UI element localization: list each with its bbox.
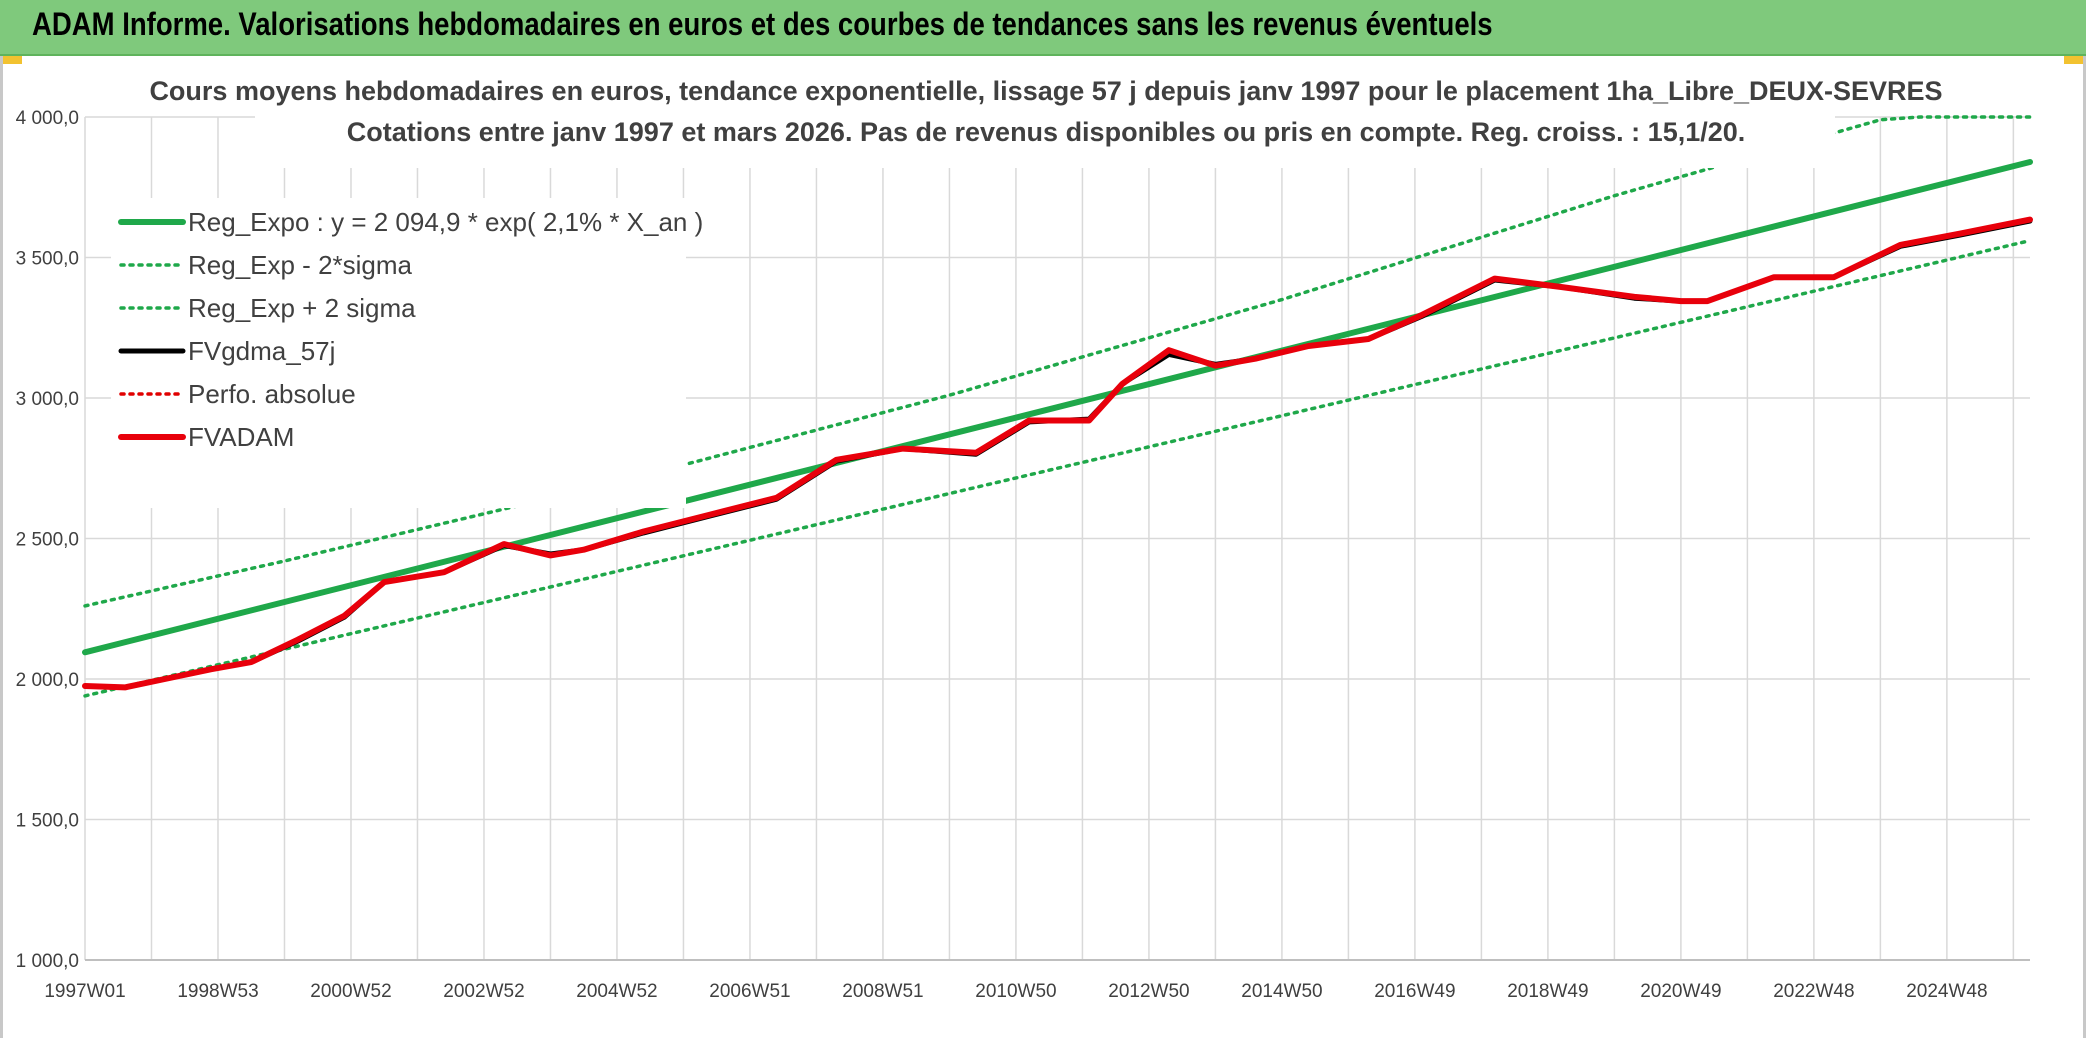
x-tick-label: 2018W49	[1507, 981, 1588, 1002]
x-tick-label: 1997W01	[44, 981, 125, 1002]
series-line-5	[82, 216, 2033, 691]
legend-background	[111, 198, 686, 508]
chart-title-background	[255, 60, 1835, 168]
y-tick-label: 2 000,0	[16, 670, 79, 691]
chart-area: 1 000,0 1 500,0 2 000,0 2 500,0 3 000,0 3 500…	[0, 56, 2086, 1038]
x-tick-label: 2004W52	[576, 981, 657, 1002]
report-banner: ADAM Informe. Valorisations hebdomadaire…	[0, 0, 2086, 56]
x-tick-label: 2008W51	[842, 981, 923, 1002]
x-tick-label: 2006W51	[709, 981, 790, 1002]
x-tick-label: 2000W52	[310, 981, 391, 1002]
chart-title-line: Cotations entre janv 1997 et mars 2026. …	[347, 117, 1746, 147]
y-tick-label: 2 500,0	[16, 530, 79, 551]
line-chart: 1 000,0 1 500,0 2 000,0 2 500,0 3 000,0 3 500…	[16, 60, 2033, 1002]
y-tick-label: 3 500,0	[16, 249, 79, 270]
legend-label: Reg_Exp + 2 sigma	[188, 293, 416, 323]
y-tick-label: 1 500,0	[16, 811, 79, 832]
y-tick-label: 1 000,0	[16, 951, 79, 972]
legend-label: Perfo. absolue	[188, 379, 356, 409]
x-tick-label: 2012W50	[1108, 981, 1189, 1002]
series-line-1	[83, 238, 2032, 698]
x-tick-label: 2002W52	[443, 981, 524, 1002]
corner-accent-right	[2064, 56, 2086, 64]
legend-label: Reg_Expo : y = 2 094,9 * exp( 2,1% * X_a…	[188, 207, 703, 237]
legend-label: FVgdma_57j	[188, 336, 335, 366]
report-title: ADAM Informe. Valorisations hebdomadaire…	[32, 6, 1493, 42]
x-tick-label: 2016W49	[1374, 981, 1455, 1002]
chart-title-line: Cours moyens hebdomadaires en euros, ten…	[149, 76, 1942, 106]
series-line-2	[83, 115, 2032, 608]
x-tick-label: 2014W50	[1241, 981, 1322, 1002]
series-line-0	[82, 159, 2033, 656]
x-tick-label: 2010W50	[975, 981, 1056, 1002]
legend-label: FVADAM	[188, 422, 294, 452]
x-tick-label: 2024W48	[1906, 981, 1987, 1002]
y-tick-label: 4 000,0	[16, 108, 79, 129]
x-tick-label: 1998W53	[177, 981, 258, 1002]
y-tick-label: 3 000,0	[16, 389, 79, 410]
x-tick-label: 2022W48	[1773, 981, 1854, 1002]
legend-label: Reg_Exp - 2*sigma	[188, 250, 413, 280]
corner-accent-left	[0, 56, 22, 64]
x-tick-label: 2020W49	[1640, 981, 1721, 1002]
